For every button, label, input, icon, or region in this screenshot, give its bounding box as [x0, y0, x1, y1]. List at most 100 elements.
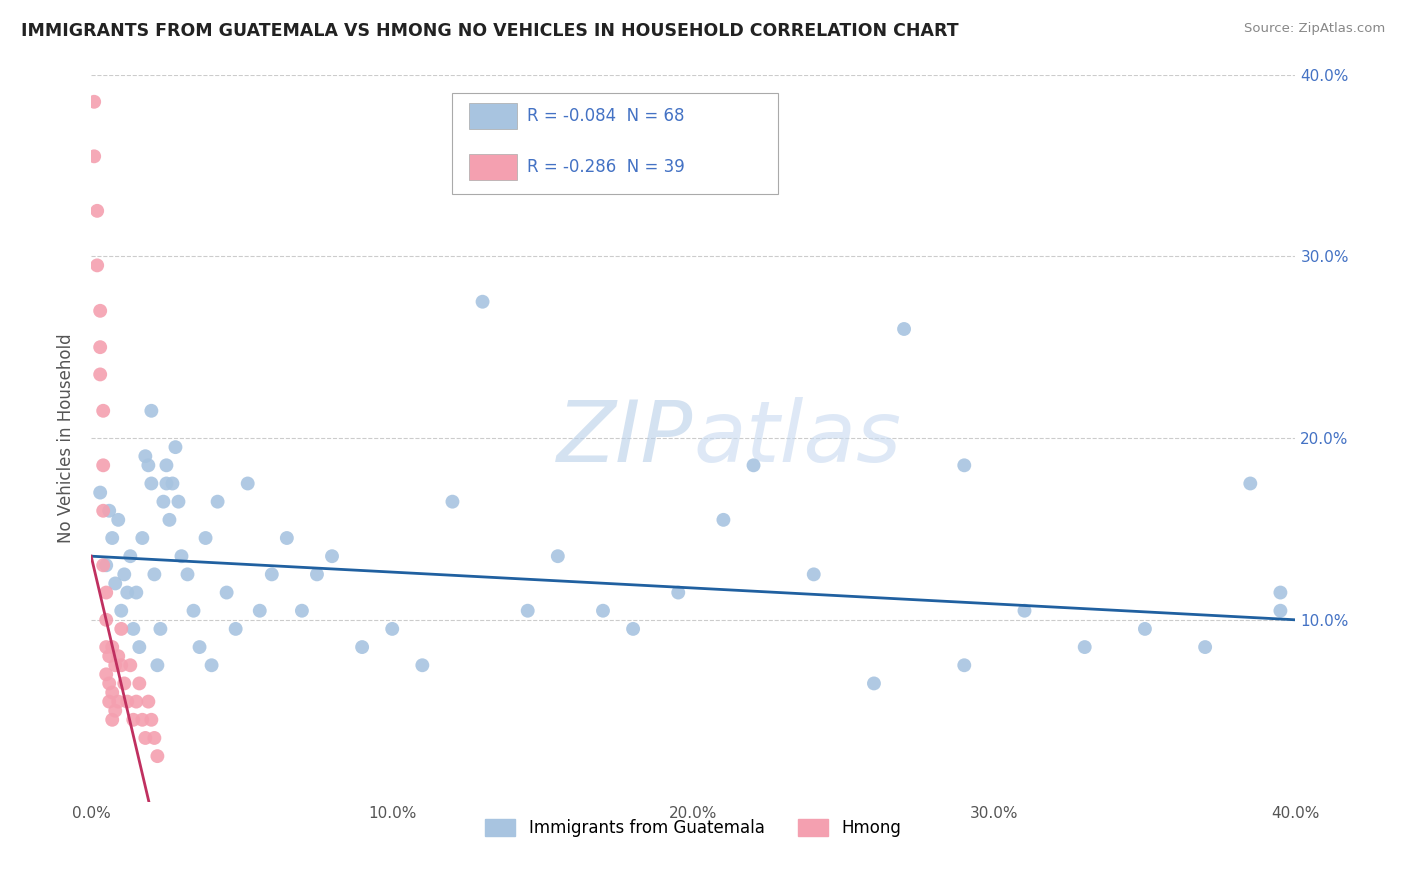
Point	[215, 585, 238, 599]
Point	[305, 567, 328, 582]
Bar	[470, 103, 517, 129]
Point	[120, 549, 142, 564]
Point	[131, 531, 153, 545]
Point	[1239, 476, 1261, 491]
Point	[91, 504, 114, 518]
Point	[621, 622, 644, 636]
Point	[122, 622, 145, 636]
Point	[134, 731, 156, 745]
Point	[194, 531, 217, 545]
Point	[96, 613, 118, 627]
Point	[96, 558, 118, 573]
Y-axis label: No Vehicles in Household: No Vehicles in Household	[58, 334, 75, 543]
Point	[176, 567, 198, 582]
Point	[110, 658, 132, 673]
Point	[91, 404, 114, 418]
Point	[83, 149, 105, 163]
Point	[165, 440, 187, 454]
Point	[112, 567, 135, 582]
Point	[146, 658, 169, 673]
Text: Source: ZipAtlas.com: Source: ZipAtlas.com	[1244, 22, 1385, 36]
Point	[96, 640, 118, 654]
Point	[803, 567, 825, 582]
Point	[893, 322, 915, 336]
Point	[381, 622, 404, 636]
Point	[96, 585, 118, 599]
Point	[96, 667, 118, 681]
Point	[86, 203, 108, 218]
Point	[110, 604, 132, 618]
Point	[89, 340, 111, 354]
Point	[122, 713, 145, 727]
Point	[107, 695, 129, 709]
Point	[1014, 604, 1036, 618]
Legend: Immigrants from Guatemala, Hmong: Immigrants from Guatemala, Hmong	[479, 813, 908, 844]
Point	[260, 567, 283, 582]
Point	[141, 476, 163, 491]
Point	[143, 731, 166, 745]
Point	[276, 531, 298, 545]
Text: R = -0.084  N = 68: R = -0.084 N = 68	[527, 107, 685, 125]
Point	[128, 676, 150, 690]
Point	[200, 658, 222, 673]
Point	[107, 649, 129, 664]
Point	[183, 604, 205, 618]
Point	[249, 604, 271, 618]
Point	[89, 303, 111, 318]
Point	[101, 713, 124, 727]
Text: ZIP: ZIP	[557, 397, 693, 480]
Point	[155, 476, 177, 491]
Point	[592, 604, 614, 618]
Point	[291, 604, 314, 618]
Point	[128, 640, 150, 654]
Point	[98, 649, 121, 664]
Text: R = -0.286  N = 39: R = -0.286 N = 39	[527, 158, 685, 176]
Point	[411, 658, 433, 673]
Point	[134, 449, 156, 463]
Point	[471, 294, 494, 309]
Point	[86, 259, 108, 273]
Point	[170, 549, 193, 564]
Point	[155, 458, 177, 473]
Bar	[470, 153, 517, 180]
Point	[713, 513, 735, 527]
Text: atlas: atlas	[693, 397, 901, 480]
Point	[101, 531, 124, 545]
Point	[89, 485, 111, 500]
Point	[1073, 640, 1095, 654]
Point	[89, 368, 111, 382]
Point	[143, 567, 166, 582]
Point	[149, 622, 172, 636]
Point	[138, 458, 160, 473]
Point	[98, 504, 121, 518]
Point	[162, 476, 184, 491]
Point	[125, 695, 148, 709]
Text: IMMIGRANTS FROM GUATEMALA VS HMONG NO VEHICLES IN HOUSEHOLD CORRELATION CHART: IMMIGRANTS FROM GUATEMALA VS HMONG NO VE…	[21, 22, 959, 40]
Point	[98, 676, 121, 690]
Point	[104, 658, 127, 673]
Point	[83, 95, 105, 109]
Point	[131, 713, 153, 727]
Point	[1270, 604, 1292, 618]
Point	[863, 676, 886, 690]
Point	[91, 458, 114, 473]
FancyBboxPatch shape	[453, 93, 778, 194]
Point	[104, 576, 127, 591]
Point	[107, 513, 129, 527]
Point	[516, 604, 538, 618]
Point	[101, 640, 124, 654]
Point	[138, 695, 160, 709]
Point	[104, 704, 127, 718]
Point	[225, 622, 247, 636]
Point	[1194, 640, 1216, 654]
Point	[321, 549, 343, 564]
Point	[112, 676, 135, 690]
Point	[207, 494, 229, 508]
Point	[141, 404, 163, 418]
Point	[159, 513, 181, 527]
Point	[91, 558, 114, 573]
Point	[120, 658, 142, 673]
Point	[98, 695, 121, 709]
Point	[141, 713, 163, 727]
Point	[117, 695, 139, 709]
